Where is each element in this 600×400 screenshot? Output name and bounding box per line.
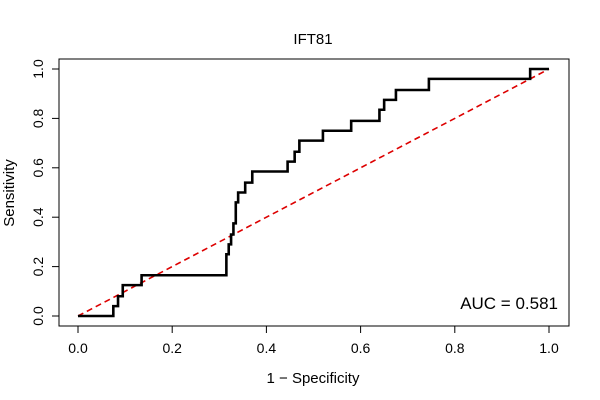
y-axis-title: Sensitivity — [1, 159, 18, 227]
x-tick-label: 0.0 — [68, 340, 88, 356]
y-tick-label: 1.0 — [30, 59, 46, 79]
x-axis: 0.0 0.2 0.4 0.6 0.8 1.0 — [68, 325, 559, 356]
x-axis-title: 1 − Specificity — [267, 370, 360, 387]
y-tick-label: 0.8 — [30, 108, 46, 128]
roc-curve-line — [78, 67, 549, 318]
x-tick-label: 0.2 — [162, 340, 182, 356]
chance-diagonal-line — [77, 68, 550, 317]
y-axis: 0.0 0.2 0.4 0.6 0.8 1.0 — [30, 59, 60, 326]
auc-annotation: AUC = 0.581 — [460, 294, 558, 313]
y-tick-label: 0.2 — [30, 257, 46, 277]
x-tick-label: 0.4 — [257, 340, 277, 356]
chart-title: IFT81 — [293, 31, 332, 48]
plot-content — [77, 67, 550, 318]
x-tick-label: 1.0 — [539, 340, 559, 356]
x-tick-label: 0.8 — [445, 340, 465, 356]
y-tick-label: 0.6 — [30, 158, 46, 178]
x-tick-label: 0.6 — [351, 340, 371, 356]
y-tick-label: 0.0 — [30, 306, 46, 326]
y-tick-label: 0.4 — [30, 207, 46, 227]
